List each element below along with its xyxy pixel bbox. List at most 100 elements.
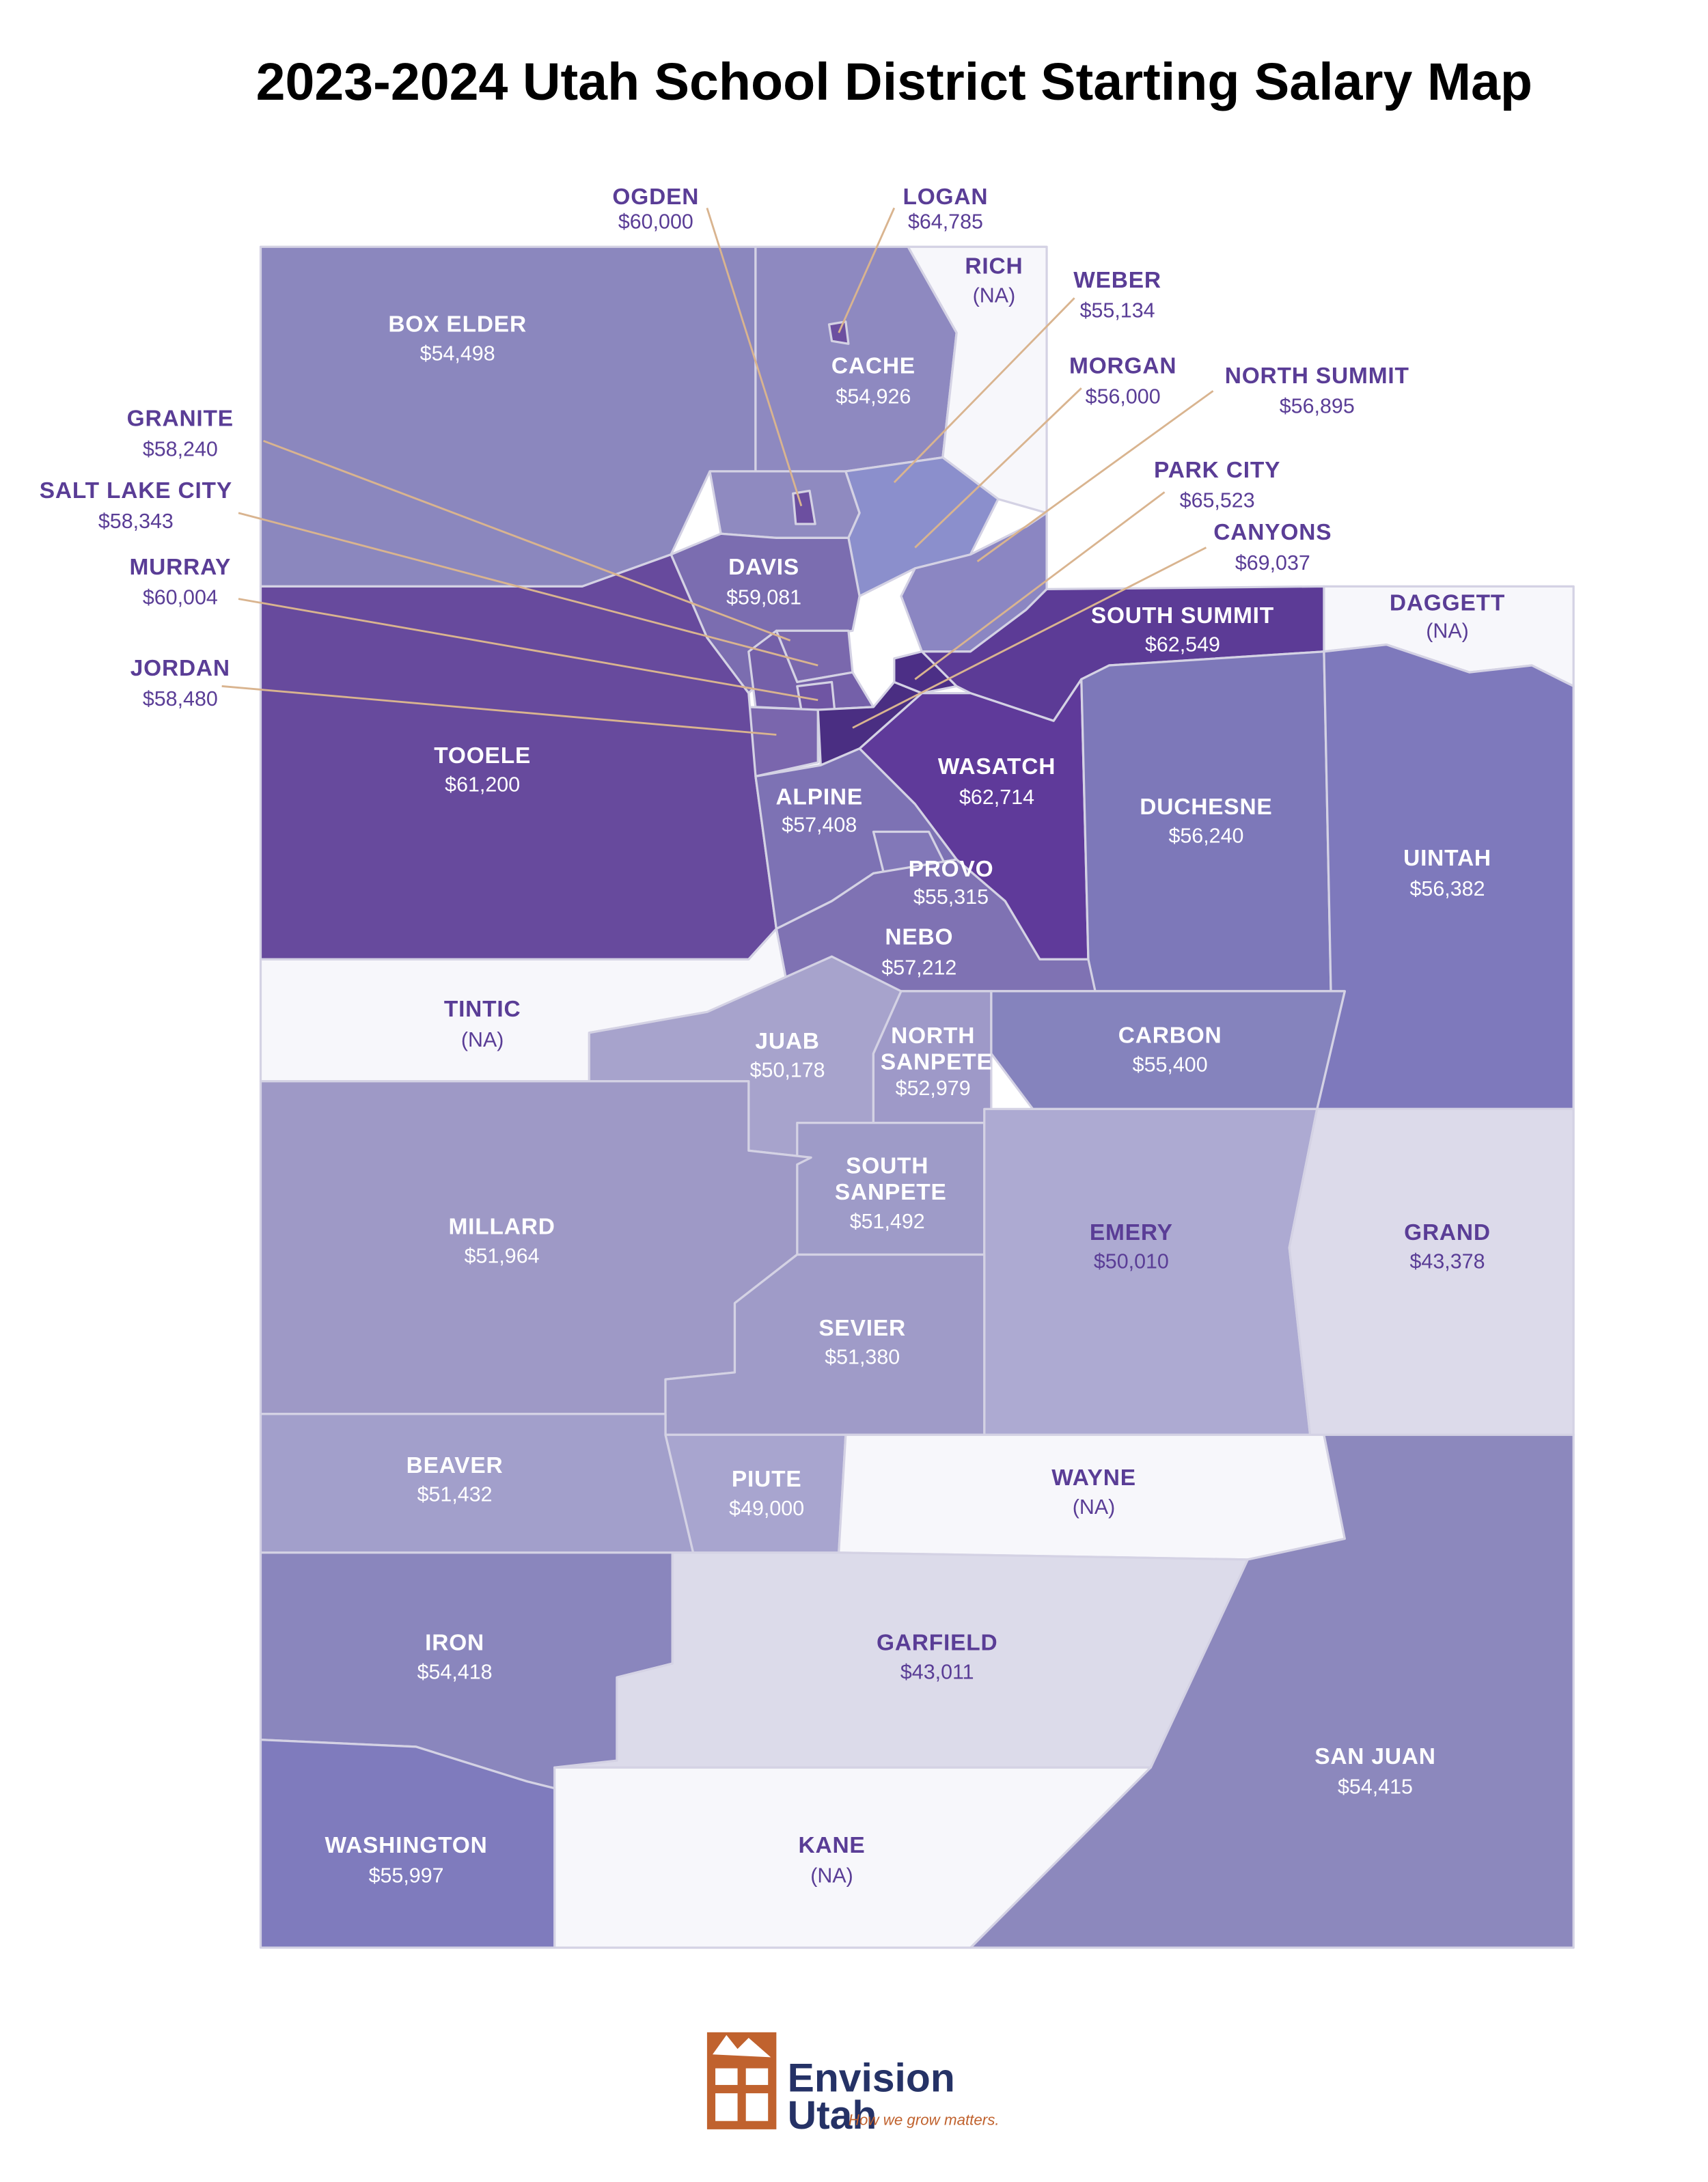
district-name: WASHINGTON [325,1833,488,1858]
district-name: SOUTH SUMMIT [1091,603,1274,629]
district-shape [259,245,757,588]
district-name-line: SANPETE [874,1049,993,1075]
district-name-line: NORTH [891,1023,975,1049]
district-name: IRON [425,1631,484,1656]
logo-block [715,2068,738,2085]
district-name: MILLARD [448,1215,555,1240]
district-name: PIUTE [732,1467,802,1492]
district-salary: $56,240 [1168,825,1243,848]
district-name: PARK CITY [1154,458,1280,483]
map-title: 2023-2024 Utah School District Starting … [256,53,1532,111]
district-shape [747,706,819,777]
district-name-line: SANPETE [828,1180,947,1205]
district-salary: $62,549 [1145,633,1220,657]
district-name: KANE [798,1833,865,1858]
district-salary: $62,714 [959,786,1034,809]
district-name: JUAB [755,1029,819,1054]
district-salary: $51,964 [465,1245,540,1268]
district-salary: $58,343 [98,510,174,533]
leader-line [238,512,818,667]
district-shape [259,1739,556,1949]
district-salary: $56,000 [1086,385,1161,408]
district-salary: $60,000 [618,210,693,234]
district-salary: $69,037 [1235,551,1310,575]
district-name: SEVIER [818,1316,906,1341]
district-salary: $65,523 [1180,489,1255,512]
district-salary: (NA) [1073,1495,1116,1519]
district-salary: $55,134 [1080,299,1155,322]
district-name: BEAVER [407,1453,504,1478]
district-salary: $51,380 [825,1346,900,1369]
leader-line [263,439,791,641]
district-name: DAVIS [728,555,799,580]
district-salary: $55,400 [1133,1053,1208,1077]
logo-block [745,2093,769,2121]
district-name: DUCHESNE [1140,795,1272,820]
district-salary: $58,480 [143,687,218,710]
district-name: PROVO [909,857,994,882]
district-name: RICH [965,253,1023,279]
district-salary: $50,178 [750,1059,825,1082]
district-shape [708,470,861,539]
leader-line [914,491,1166,680]
leader-line [976,390,1214,562]
district-salary: $55,997 [369,1864,444,1888]
district-name: ALPINE [775,785,863,810]
district-name: MORGAN [1069,354,1176,379]
district-name: SAN JUAN [1314,1744,1436,1769]
district-name: GRANITE [127,406,234,432]
district-salary: $54,498 [420,342,495,365]
district-salary: $52,979 [896,1077,971,1100]
district-salary: $56,382 [1410,877,1485,900]
district-salary: $43,378 [1410,1250,1485,1273]
district-name: SALT LAKE CITY [40,478,232,503]
district-name: JORDAN [130,656,230,681]
district-shape [664,1253,986,1436]
district-salary: $58,240 [143,438,218,461]
district-salary: $64,785 [908,210,983,234]
logo-tagline: How we grow matters. [849,2112,1000,2129]
district-salary: $54,418 [417,1660,493,1683]
logo-text: Utah [788,2093,877,2138]
district-name: CACHE [831,354,915,379]
district-salary: $57,212 [881,956,956,979]
district-shape [664,1433,847,1554]
district-salary: $60,004 [143,586,218,609]
leader-line [238,598,818,702]
district-name: NEBO [885,925,953,950]
district-name: LOGAN [903,184,988,210]
logo: Envision Utah How we grow matters. [706,2032,1000,2138]
district-salary: $56,895 [1280,395,1355,418]
leader-line [852,547,1207,729]
district-name: CARBON [1118,1023,1222,1049]
district-name: DAGGETT [1390,591,1505,616]
leader-lines [221,207,1214,736]
district-name: SOUTH SANPETE [828,1153,947,1205]
district-salary: $57,408 [782,813,857,836]
district-salary: (NA) [973,284,1016,307]
district-salary: $50,010 [1094,1250,1169,1273]
district-shape [827,320,850,345]
district-salary: $54,926 [836,385,911,408]
district-name: WASATCH [938,754,1056,779]
district-salary: $55,315 [913,885,989,909]
district-shape [796,680,836,711]
district-name: NORTH SUMMIT [1225,363,1409,389]
district-name: NORTH SANPETE [874,1023,993,1075]
district-name: EMERY [1090,1220,1173,1245]
district-name: BOX ELDER [388,312,527,337]
district-name: UINTAH [1403,846,1491,871]
district-name: TINTIC [444,997,521,1022]
district-shape [1080,650,1332,993]
district-shape [990,990,1346,1111]
district-salary: $51,432 [417,1483,493,1506]
district-name: WEBER [1073,268,1161,293]
logo-block [745,2068,769,2085]
leader-line [893,297,1075,484]
leader-line [914,387,1082,549]
leader-line [221,685,777,736]
district-name: WAYNE [1051,1465,1136,1491]
logo-text: Envision [788,2056,955,2100]
